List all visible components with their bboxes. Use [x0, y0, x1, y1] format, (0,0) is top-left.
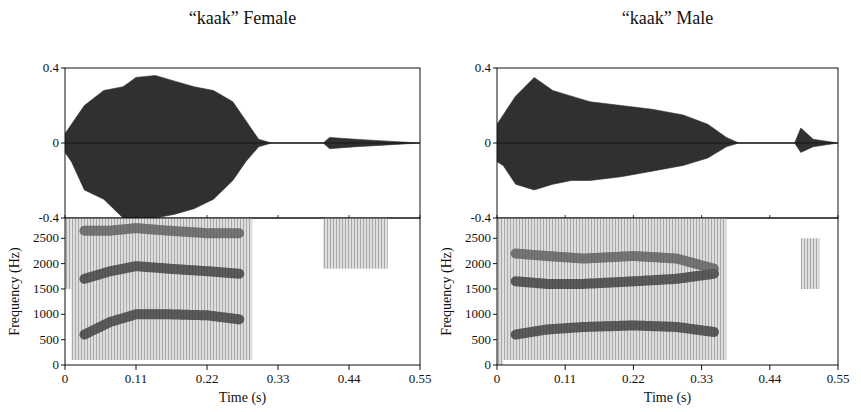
y-tick	[493, 314, 497, 315]
y-tick	[61, 68, 65, 69]
y-tick	[61, 263, 65, 264]
data-group	[65, 218, 388, 360]
plot-frame	[497, 218, 838, 365]
y-tick	[61, 288, 65, 289]
upper-envelope	[65, 76, 420, 144]
panel-title: “kaak” Female	[189, 8, 296, 28]
x-tick	[207, 365, 208, 370]
y-tick-label: 0	[485, 135, 492, 150]
lower-envelope	[497, 143, 838, 190]
y-tick-label: 500	[40, 332, 60, 347]
formant-track	[516, 325, 714, 334]
waveform-panel: 0.4 0 -0.4	[38, 60, 420, 225]
x-tick	[769, 365, 770, 370]
x-tick-label: 0.44	[758, 371, 781, 386]
x-tick-label: 0.22	[196, 371, 219, 386]
plot-frame	[497, 68, 838, 218]
x-tick	[278, 365, 279, 370]
energy-band	[801, 238, 820, 289]
x-tick-label: 0.55	[827, 371, 850, 386]
x-tick	[838, 365, 839, 370]
x-tick	[349, 365, 350, 370]
y-tick-label: 1000	[465, 306, 491, 321]
y-tick-label: 0.4	[43, 60, 60, 75]
plot-frame	[65, 68, 420, 218]
y-tick	[493, 143, 497, 144]
x-tick-label: 0	[494, 371, 501, 386]
plot-frame	[65, 218, 420, 365]
y-tick-label: 500	[472, 332, 492, 347]
y-tick	[61, 218, 65, 219]
x-tick	[420, 365, 421, 370]
y-tick-label: 1500	[33, 281, 59, 296]
energy-band	[503, 218, 726, 360]
x-tick	[136, 365, 137, 370]
y-tick	[61, 314, 65, 315]
y-tick	[61, 238, 65, 239]
y-tick	[493, 339, 497, 340]
x-tick-label: 0.33	[267, 371, 290, 386]
x-tick-label: 0.22	[622, 371, 645, 386]
x-tick-label: 0.44	[338, 371, 361, 386]
x-tick-label: 0.11	[125, 371, 147, 386]
y-tick-label: 2000	[465, 256, 491, 271]
lower-envelope	[65, 143, 420, 218]
y-tick-label: -0.4	[470, 210, 491, 225]
y-tick-label: 2000	[33, 256, 59, 271]
spectrogram-panel: 0 0.11 0.22 0.33 0.44 0.55 Time (s) Frequency (…	[7, 218, 431, 406]
formant-track	[516, 253, 714, 268]
y-tick	[493, 263, 497, 264]
y-tick-label: 2500	[33, 230, 59, 245]
y-axis-title: Frequency (Hz)	[439, 247, 455, 336]
x-axis-title: Time (s)	[219, 390, 267, 406]
energy-band	[323, 218, 388, 269]
y-tick	[493, 238, 497, 239]
spectrogram-panel: 0 0.11 0.22 0.33 0.44 0.55 Time (s) Frequency (…	[439, 218, 849, 406]
x-tick	[497, 365, 498, 370]
waveform-panel: 0.4 0 -0.4	[470, 60, 838, 225]
x-tick	[701, 365, 702, 370]
formant-track	[84, 228, 239, 233]
x-tick-label: 0.11	[554, 371, 576, 386]
data-group	[65, 76, 420, 219]
y-tick-label: 1000	[33, 306, 59, 321]
y-tick-label: 0.4	[475, 60, 492, 75]
y-tick-label: 0	[53, 357, 60, 372]
x-tick-label: 0.55	[409, 371, 432, 386]
y-tick-label: 0	[53, 135, 60, 150]
y-tick-label: 1500	[465, 281, 491, 296]
x-tick	[65, 365, 66, 370]
y-tick	[493, 218, 497, 219]
x-tick	[565, 365, 566, 370]
y-tick	[61, 339, 65, 340]
y-axis-title: Frequency (Hz)	[7, 247, 23, 336]
x-tick	[633, 365, 634, 370]
y-tick-label: -0.4	[38, 210, 59, 225]
chart-canvas: 0.4 0 -0.4 “kaak” Female 0 0.11 0.22 0.33 0.44 0.…	[0, 0, 861, 412]
upper-envelope	[497, 77, 838, 143]
energy-band	[497, 218, 503, 365]
formant-track	[84, 266, 239, 279]
formant-track	[84, 314, 239, 334]
x-tick-label: 0.33	[690, 371, 713, 386]
y-tick-label: 0	[485, 357, 492, 372]
energy-band	[65, 218, 71, 289]
panel-title: “kaak” Male	[622, 8, 713, 28]
y-tick	[493, 365, 497, 366]
y-tick	[493, 288, 497, 289]
y-tick-label: 2500	[465, 230, 491, 245]
data-group	[497, 77, 838, 190]
y-tick	[61, 143, 65, 144]
y-tick	[61, 365, 65, 366]
data-group	[497, 218, 819, 365]
x-tick-label: 0	[62, 371, 69, 386]
y-tick	[493, 68, 497, 69]
formant-track	[516, 274, 714, 284]
energy-band	[71, 218, 252, 360]
x-axis-title: Time (s)	[644, 390, 692, 406]
